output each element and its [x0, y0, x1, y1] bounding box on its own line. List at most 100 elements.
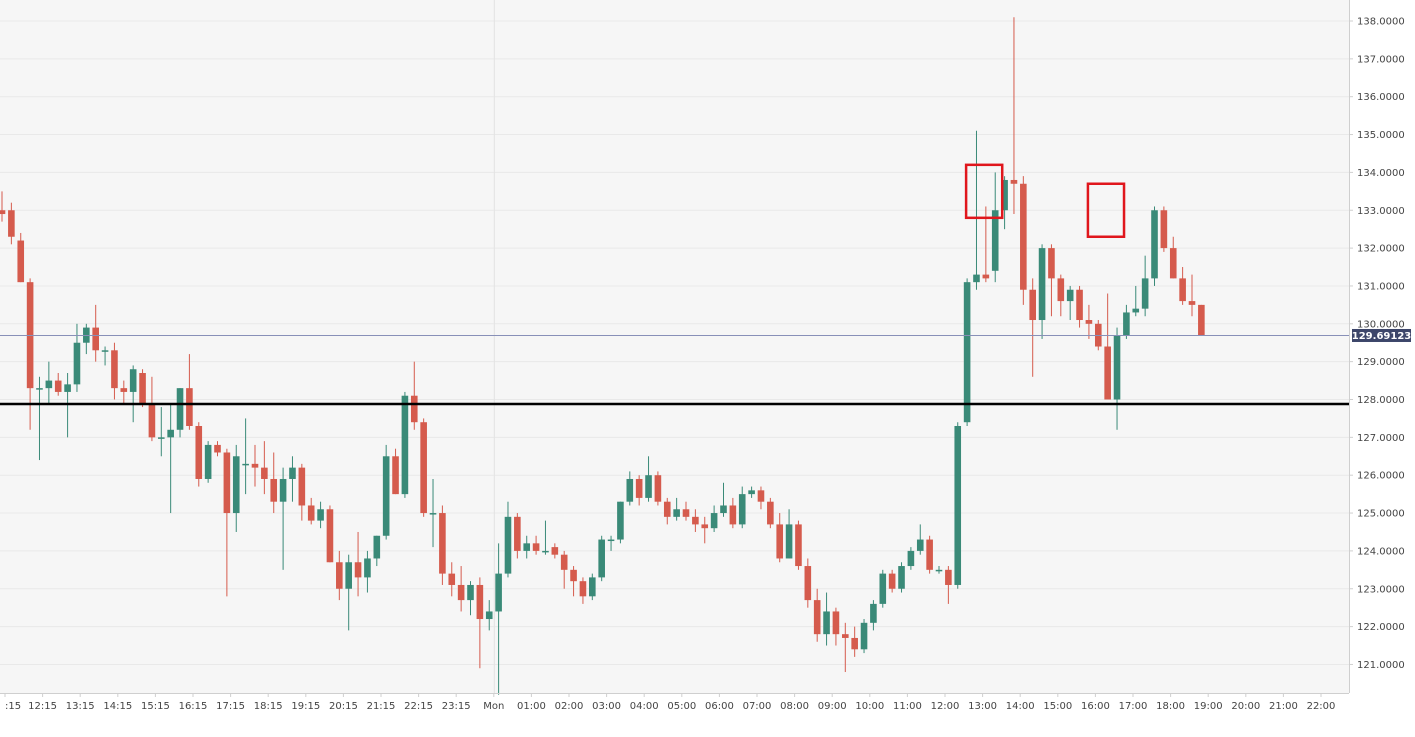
x-tick-label: 16:15 — [179, 701, 208, 712]
x-tick-label: 22:00 — [1307, 701, 1336, 712]
candle-body — [580, 581, 587, 596]
candle-body — [992, 210, 999, 271]
x-tick-label: 15:00 — [1043, 701, 1072, 712]
current-price-badge: 129.69123 — [1352, 329, 1412, 342]
candle-body — [420, 422, 427, 513]
x-tick-label: 15:15 — [141, 701, 170, 712]
candle-body — [270, 479, 277, 502]
x-tick-label: 13:15 — [66, 701, 95, 712]
x-tick-label: 14:00 — [1006, 701, 1035, 712]
candle — [655, 471, 662, 505]
candle-body — [1067, 290, 1074, 301]
candle — [598, 536, 605, 581]
candle-body — [1170, 248, 1177, 278]
candle-body — [823, 611, 830, 634]
candle-body — [711, 513, 718, 528]
candle-body — [842, 634, 849, 638]
x-tick-label: 11:00 — [893, 701, 922, 712]
candle-body — [758, 490, 765, 501]
x-tick-label: :15 — [5, 701, 21, 712]
x-tick-label: 08:00 — [780, 701, 809, 712]
y-tick-label: 131.0000 — [1357, 281, 1405, 292]
y-tick-label: 135.0000 — [1357, 130, 1405, 141]
candle-body — [233, 456, 240, 513]
x-tick-label: 18:15 — [254, 701, 283, 712]
y-tick-label: 128.0000 — [1357, 395, 1405, 406]
y-tick-label: 134.0000 — [1357, 168, 1405, 179]
candle-body — [1123, 312, 1130, 335]
candle-body — [945, 570, 952, 585]
candle-body — [139, 373, 146, 403]
candle-body — [64, 384, 71, 392]
candle-body — [177, 388, 184, 430]
x-tick-label: 09:00 — [818, 701, 847, 712]
candle-body — [1011, 180, 1018, 184]
candle-body — [598, 540, 605, 578]
candle-body — [851, 638, 858, 649]
candle — [1020, 176, 1027, 305]
candle-body — [364, 558, 371, 577]
candle — [439, 505, 446, 584]
candle-body — [805, 566, 812, 600]
candle-body — [317, 509, 324, 520]
candle-body — [730, 505, 737, 524]
x-tick-label: 14:15 — [103, 701, 132, 712]
x-tick-label: 19:15 — [291, 701, 320, 712]
candle — [767, 498, 774, 528]
x-tick-label: 04:00 — [630, 701, 659, 712]
candle-body — [561, 555, 568, 570]
candle-body — [495, 574, 502, 612]
candle-body — [308, 505, 315, 520]
candle-body — [626, 479, 633, 502]
y-tick-label: 124.0000 — [1357, 546, 1405, 557]
candle — [402, 392, 409, 498]
candle — [879, 570, 886, 608]
x-tick-label: Mon — [483, 701, 504, 712]
y-tick-label: 137.0000 — [1357, 54, 1405, 65]
candle-body — [954, 426, 961, 585]
candle-body — [767, 502, 774, 525]
candle — [589, 574, 596, 600]
candle-body — [542, 551, 549, 553]
candle-body — [392, 456, 399, 494]
candle — [617, 502, 624, 544]
candle-body — [224, 452, 231, 513]
candle-body — [74, 343, 81, 385]
candle-body — [664, 502, 671, 517]
candle-body — [683, 509, 690, 517]
candle-body — [186, 388, 193, 426]
candle-body — [701, 524, 708, 528]
candle — [420, 418, 427, 516]
candle-body — [355, 562, 362, 577]
candle-body — [205, 445, 212, 479]
candle-body — [102, 350, 109, 352]
x-tick-label: 17:15 — [216, 701, 245, 712]
candle-body — [964, 282, 971, 422]
candle-body — [1151, 210, 1158, 278]
candle — [383, 445, 390, 540]
y-tick-label: 126.0000 — [1357, 471, 1405, 482]
candle-body — [327, 509, 334, 562]
candle-body — [374, 536, 381, 559]
x-tick-label: 17:00 — [1119, 701, 1148, 712]
candle-body — [195, 426, 202, 479]
candle-body — [1029, 290, 1036, 320]
candle-body — [1104, 347, 1111, 400]
candle-body — [383, 456, 390, 535]
y-tick-label: 130.0000 — [1357, 319, 1405, 330]
candle-body — [917, 540, 924, 551]
candle-body — [523, 543, 530, 551]
candle — [195, 422, 202, 486]
y-tick-label: 122.0000 — [1357, 622, 1405, 633]
candle-body — [477, 585, 484, 619]
candle-body — [973, 275, 980, 283]
candle-body — [786, 524, 793, 558]
candle-body — [739, 494, 746, 524]
candle-body — [898, 566, 905, 589]
candle-body — [1058, 278, 1065, 301]
candle-body — [130, 369, 137, 392]
candle — [327, 505, 334, 562]
candle-body — [505, 517, 512, 574]
